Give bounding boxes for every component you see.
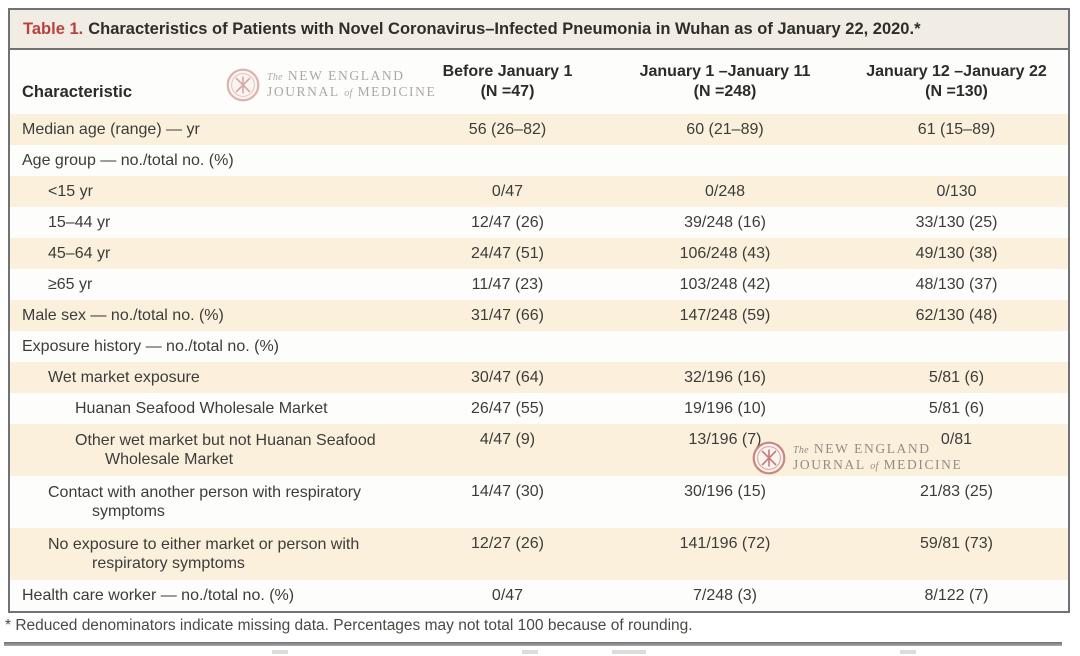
table1-box: Table 1. Characteristics of Patients with… bbox=[8, 8, 1070, 613]
row-label: Exposure history — no./total no. (%) bbox=[22, 338, 279, 355]
bottom-rule bbox=[4, 642, 1062, 646]
cell-value bbox=[410, 331, 605, 345]
row-label: ≥65 yr bbox=[48, 276, 93, 293]
cell-value: 12/27 (26) bbox=[471, 535, 544, 552]
cell-value: 62/130 (48) bbox=[915, 307, 998, 324]
cell-value: 59/81 (73) bbox=[920, 535, 993, 552]
cell-value: 106/248 (43) bbox=[679, 245, 771, 262]
group-2-period: January 1 –January 11 bbox=[639, 63, 811, 80]
cell-value: 5/81 (6) bbox=[928, 400, 985, 417]
table-row: Other wet market but not Huanan Seafood … bbox=[10, 424, 1068, 476]
cell-value: 103/248 (42) bbox=[679, 276, 771, 293]
cropped-text-fragment bbox=[612, 650, 646, 654]
cell-value: 8/122 (7) bbox=[924, 587, 989, 604]
row-label: Contact with another person with respira… bbox=[48, 484, 362, 520]
cell-value: 49/130 (38) bbox=[915, 245, 998, 262]
group-2-n: (N =248) bbox=[693, 83, 757, 100]
cell-value: 14/47 (30) bbox=[471, 483, 544, 500]
cell-value bbox=[845, 145, 1068, 159]
group-3-period: January 12 –January 22 bbox=[866, 63, 1047, 80]
table-title: Table 1. Characteristics of Patients with… bbox=[10, 10, 1068, 50]
group-3-n: (N =130) bbox=[925, 83, 988, 100]
row-label: Age group — no./total no. (%) bbox=[22, 152, 234, 169]
cell-value: 7/248 (3) bbox=[692, 587, 758, 604]
column-header-characteristic: Characteristic bbox=[22, 83, 133, 101]
cropped-text-fragment bbox=[272, 650, 288, 654]
row-label: Wet market exposure bbox=[48, 369, 200, 386]
cell-value: 11/47 (23) bbox=[471, 276, 544, 293]
cell-value: 4/47 (9) bbox=[479, 431, 536, 448]
cell-value: 21/83 (25) bbox=[920, 483, 993, 500]
table-row: Huanan Seafood Wholesale Market 26/47 (55… bbox=[10, 393, 1068, 424]
cell-value bbox=[845, 331, 1068, 345]
cell-value: 0/47 bbox=[491, 587, 524, 604]
table-title-text: Characteristics of Patients with Novel C… bbox=[88, 20, 921, 38]
table-row: Median age (range) — yr 56 (26–82) 60 (21–… bbox=[10, 114, 1068, 145]
row-label: Huanan Seafood Wholesale Market bbox=[75, 400, 328, 417]
row-label: <15 yr bbox=[48, 183, 93, 200]
table-row: Exposure history — no./total no. (%) bbox=[10, 331, 1068, 362]
cell-value bbox=[605, 145, 845, 159]
cell-value: 30/196 (15) bbox=[684, 483, 766, 500]
cell-value: 31/47 (66) bbox=[471, 307, 544, 324]
column-header-group-2: January 1 –January 11 (N =248) bbox=[605, 62, 845, 102]
row-label: Health care worker — no./total no. (%) bbox=[22, 587, 295, 604]
cell-value: 0/81 bbox=[940, 431, 973, 448]
cell-value: 39/248 (16) bbox=[684, 214, 766, 231]
table-header-row: Characteristic Before January 1 (N =47) … bbox=[10, 50, 1068, 114]
row-label: Other wet market but not Huanan Seafood … bbox=[75, 432, 376, 468]
cropped-text-fragment bbox=[522, 650, 538, 654]
cell-value: 60 (21–89) bbox=[686, 121, 764, 138]
cell-value: 13/196 (7) bbox=[688, 431, 762, 448]
table-row: No exposure to either market or person w… bbox=[10, 528, 1068, 580]
cell-value: 61 (15–89) bbox=[917, 121, 996, 138]
table-row: Age group — no./total no. (%) bbox=[10, 145, 1068, 176]
column-header-group-3: January 12 –January 22 (N =130) bbox=[845, 62, 1068, 102]
cell-value: 26/47 (55) bbox=[471, 400, 544, 417]
cell-value: 147/248 (59) bbox=[679, 307, 771, 324]
cell-value: 33/130 (25) bbox=[915, 214, 998, 231]
table-row: 15–44 yr 12/47 (26) 39/248 (16) 33/130 (25) bbox=[10, 207, 1068, 238]
cell-value: 0/130 bbox=[936, 183, 977, 200]
table-row: Health care worker — no./total no. (%) 0/… bbox=[10, 580, 1068, 611]
table-row: 45–64 yr 24/47 (51) 106/248 (43) 49/130 (38… bbox=[10, 238, 1068, 269]
cell-value: 56 (26–82) bbox=[468, 121, 547, 138]
row-label: 15–44 yr bbox=[48, 214, 111, 231]
cell-value: 0/47 bbox=[491, 183, 524, 200]
footnote: * Reduced denominators indicate missing … bbox=[5, 617, 693, 634]
cell-value: 32/196 (16) bbox=[684, 369, 766, 386]
cropped-text-fragment bbox=[900, 650, 916, 654]
row-label: No exposure to either market or person w… bbox=[48, 536, 360, 572]
cell-value: 5/81 (6) bbox=[928, 369, 985, 386]
row-label: 45–64 yr bbox=[48, 245, 111, 262]
cell-value bbox=[410, 145, 605, 159]
table-row: Contact with another person with respira… bbox=[10, 476, 1068, 528]
table-row: Wet market exposure 30/47 (64) 32/196 (16)… bbox=[10, 362, 1068, 393]
cell-value: 48/130 (37) bbox=[915, 276, 998, 293]
table-row: <15 yr 0/47 0/248 0/130 bbox=[10, 176, 1068, 207]
table-body: Median age (range) — yr 56 (26–82) 60 (21–… bbox=[10, 114, 1068, 611]
cell-value: 12/47 (26) bbox=[471, 214, 544, 231]
group-1-period: Before January 1 bbox=[442, 63, 573, 80]
table-row: ≥65 yr 11/47 (23) 103/248 (42) 48/130 (37) bbox=[10, 269, 1068, 300]
cell-value: 141/196 (72) bbox=[679, 535, 771, 552]
cell-value: 19/196 (10) bbox=[684, 400, 766, 417]
table-row: Male sex — no./total no. (%) 31/47 (66) 14… bbox=[10, 300, 1068, 331]
cell-value bbox=[605, 331, 845, 345]
table-title-label: Table 1. bbox=[23, 20, 84, 38]
row-label: Male sex — no./total no. (%) bbox=[22, 307, 224, 324]
cell-value: 0/248 bbox=[704, 183, 746, 200]
cell-value: 24/47 (51) bbox=[471, 245, 544, 262]
group-1-n: (N =47) bbox=[480, 83, 535, 100]
row-label: Median age (range) — yr bbox=[22, 121, 200, 138]
cell-value: 30/47 (64) bbox=[471, 369, 544, 386]
column-header-group-1: Before January 1 (N =47) bbox=[410, 62, 605, 102]
